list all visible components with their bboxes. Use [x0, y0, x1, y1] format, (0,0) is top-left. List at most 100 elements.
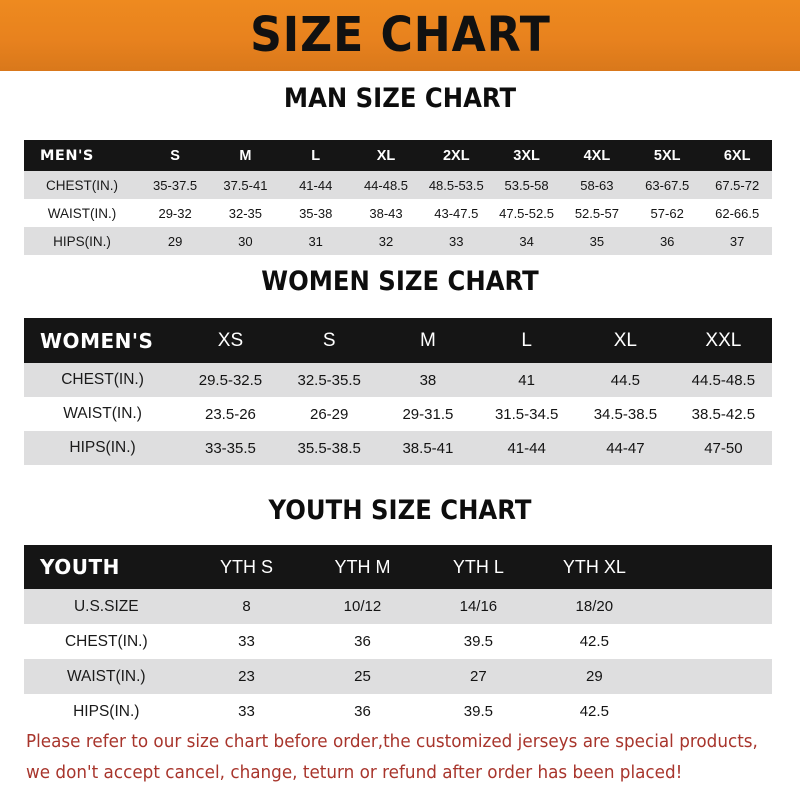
- women-waist-xl: 34.5-38.5: [593, 405, 658, 423]
- man-waist-3xl: 47.5-52.5: [499, 205, 555, 221]
- man-size-col-l: L: [311, 147, 321, 164]
- table-row: CHEST(IN.) 29.5-32.5 32.5-35.5 38 41 44.…: [24, 363, 772, 397]
- women-waist-l: 31.5-34.5: [494, 405, 559, 423]
- women-corner-label: WOMEN'S: [40, 328, 154, 353]
- women-size-chart-block: WOMEN'S XS S M L XL XXL CHEST(IN.) 29.5-…: [24, 318, 772, 465]
- man-size-col-2xl: 2XL: [442, 147, 470, 164]
- women-row-label-waist: WAIST(IN.): [63, 405, 142, 422]
- women-table-head: WOMEN'S XS S M L XL XXL: [24, 318, 772, 363]
- youth-row-label-chest: CHEST(IN.): [64, 632, 148, 650]
- women-size-col-m: M: [420, 329, 436, 351]
- man-row-label-chest: CHEST(IN.): [45, 177, 118, 193]
- women-waist-xxl: 38.5-42.5: [691, 405, 756, 423]
- man-chest-s: 35-37.5: [153, 177, 198, 193]
- table-row: HIPS(IN.) 29 30 31 32 33 34 35 36 37: [24, 227, 772, 255]
- man-size-table: MEN'S S M L XL 2XL 3XL 4XL 5XL 6XL CHEST…: [24, 140, 772, 255]
- man-hips-4xl: 35: [589, 233, 605, 249]
- youth-size-table: YOUTH YTH S YTH M YTH L YTH XL U.S.SIZE …: [24, 545, 772, 729]
- youth-table-body: U.S.SIZE 8 10/12 14/16 18/20 CHEST(IN.) …: [24, 589, 772, 729]
- man-size-col-s: S: [170, 147, 180, 164]
- man-header-row: MEN'S S M L XL 2XL 3XL 4XL 5XL 6XL: [24, 140, 772, 171]
- youth-chest-l: 39.5: [463, 633, 493, 650]
- women-chest-m: 38: [419, 371, 437, 389]
- women-hips-s: 35.5-38.5: [297, 439, 361, 457]
- youth-ussize-s: 8: [242, 598, 251, 615]
- youth-table-head: YOUTH YTH S YTH M YTH L YTH XL: [24, 545, 772, 589]
- women-size-col-s: S: [322, 329, 336, 351]
- women-section-title: WOMEN SIZE CHART: [261, 266, 539, 297]
- man-size-col-6xl: 6XL: [723, 147, 751, 164]
- table-row: HIPS(IN.) 33 36 39.5 42.5: [24, 694, 772, 729]
- women-row-label-hips: HIPS(IN.): [69, 439, 136, 456]
- youth-row-spacer: [652, 659, 772, 694]
- youth-ussize-xl: 18/20: [575, 598, 614, 615]
- man-row-label-waist: WAIST(IN.): [47, 205, 117, 221]
- women-size-col-xs: XS: [217, 329, 244, 351]
- man-waist-m: 32-35: [228, 205, 263, 221]
- man-size-col-xl: XL: [376, 147, 396, 164]
- youth-ussize-l: 14/16: [459, 598, 498, 615]
- youth-waist-l: 27: [470, 668, 487, 685]
- youth-corner-label: YOUTH: [40, 555, 120, 579]
- women-size-table: WOMEN'S XS S M L XL XXL CHEST(IN.) 29.5-…: [24, 318, 772, 465]
- youth-row-spacer: [652, 694, 772, 729]
- man-waist-l: 35-38: [299, 205, 333, 221]
- man-size-col-m: M: [239, 147, 252, 164]
- table-row: U.S.SIZE 8 10/12 14/16 18/20: [24, 589, 772, 624]
- women-header-row: WOMEN'S XS S M L XL XXL: [24, 318, 772, 363]
- man-waist-s: 29-32: [158, 205, 192, 221]
- man-hips-6xl: 37: [729, 233, 745, 249]
- disclaimer-note: Please refer to our size chart before or…: [26, 727, 758, 789]
- youth-row-spacer: [652, 624, 772, 659]
- man-chest-3xl: 53.5-58: [504, 177, 549, 193]
- man-corner-label: MEN'S: [40, 147, 94, 164]
- women-size-col-xl: XL: [613, 329, 637, 351]
- women-waist-s: 26-29: [309, 405, 349, 423]
- youth-section-title: YOUTH SIZE CHART: [268, 495, 532, 526]
- women-chest-s: 32.5-35.5: [297, 371, 361, 389]
- table-row: WAIST(IN.) 23 25 27 29: [24, 659, 772, 694]
- youth-chest-s: 33: [238, 633, 255, 650]
- youth-waist-s: 23: [238, 668, 255, 685]
- women-hips-xs: 33-35.5: [205, 439, 256, 457]
- women-chest-xs: 29.5-32.5: [198, 371, 263, 389]
- youth-row-label-waist: WAIST(IN.): [66, 667, 146, 685]
- women-waist-xs: 23.5-26: [205, 405, 256, 423]
- man-size-col-3xl: 3XL: [513, 147, 540, 164]
- youth-row-label-ussize: U.S.SIZE: [73, 597, 139, 615]
- man-hips-s: 29: [167, 233, 183, 249]
- table-row: CHEST(IN.) 35-37.5 37.5-41 41-44 44-48.5…: [24, 171, 772, 199]
- youth-size-col-l: YTH L: [452, 556, 504, 577]
- man-hips-xl: 32: [378, 233, 394, 249]
- page-title: SIZE CHART: [249, 6, 551, 63]
- man-waist-6xl: 62-66.5: [715, 205, 760, 221]
- table-row: HIPS(IN.) 33-35.5 35.5-38.5 38.5-41 41-4…: [24, 431, 772, 465]
- women-hips-l: 41-44: [507, 439, 546, 457]
- women-waist-m: 29-31.5: [402, 405, 454, 423]
- table-row: WAIST(IN.) 23.5-26 26-29 29-31.5 31.5-34…: [24, 397, 772, 431]
- youth-hips-s: 33: [238, 703, 255, 720]
- man-chest-5xl: 63-67.5: [645, 177, 690, 193]
- youth-size-col-m: YTH M: [334, 556, 391, 577]
- youth-row-spacer: [652, 589, 772, 624]
- man-section-title: MAN SIZE CHART: [283, 83, 517, 114]
- women-hips-xxl: 47-50: [704, 439, 743, 457]
- man-hips-m: 30: [238, 233, 253, 249]
- man-waist-5xl: 57-62: [650, 205, 684, 221]
- youth-size-chart-block: YOUTH YTH S YTH M YTH L YTH XL U.S.SIZE …: [24, 545, 772, 729]
- man-size-chart-block: MEN'S S M L XL 2XL 3XL 4XL 5XL 6XL CHEST…: [24, 140, 772, 255]
- man-hips-l: 31: [308, 233, 323, 249]
- youth-ussize-m: 10/12: [343, 598, 382, 615]
- women-size-col-l: L: [521, 329, 532, 351]
- man-chest-m: 37.5-41: [223, 177, 268, 193]
- youth-header-spacer: [652, 545, 772, 589]
- man-hips-2xl: 33: [449, 233, 464, 249]
- youth-row-label-hips: HIPS(IN.): [73, 702, 140, 720]
- women-hips-m: 38.5-41: [402, 439, 454, 457]
- youth-hips-xl: 42.5: [579, 703, 609, 720]
- man-waist-2xl: 43-47.5: [434, 205, 479, 221]
- women-table-body: CHEST(IN.) 29.5-32.5 32.5-35.5 38 41 44.…: [24, 363, 772, 465]
- man-hips-5xl: 36: [659, 233, 675, 249]
- youth-size-col-xl: YTH XL: [562, 556, 626, 577]
